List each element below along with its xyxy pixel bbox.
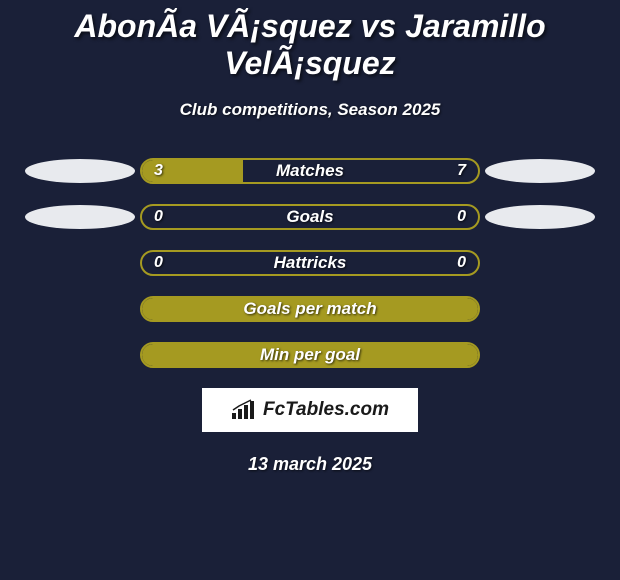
stat-label: Goals [142, 207, 478, 227]
comparison-row: Min per goal [0, 342, 620, 368]
stat-label: Hattricks [142, 253, 478, 273]
stat-bar: 00Goals [140, 204, 480, 230]
player-ellipse [485, 205, 595, 229]
logo-box: FcTables.com [202, 388, 418, 432]
stat-label: Min per goal [142, 345, 478, 365]
comparison-row: 00Goals [0, 204, 620, 230]
page-title: AbonÃ­a VÃ¡squez vs Jaramillo VelÃ¡squez [0, 0, 620, 82]
logo-text: FcTables.com [263, 399, 389, 421]
comparison-row: 00Hattricks [0, 250, 620, 276]
right-player-mark [480, 159, 600, 183]
left-player-mark [20, 159, 140, 183]
comparison-rows: 37Matches 00Goals 00Hattricks Goals per mat… [0, 158, 620, 368]
comparison-row: 37Matches [0, 158, 620, 184]
left-player-mark [20, 205, 140, 229]
player-ellipse [485, 159, 595, 183]
barchart-icon [231, 399, 257, 421]
page-subtitle: Club competitions, Season 2025 [0, 100, 620, 120]
player-ellipse [25, 159, 135, 183]
stat-bar: Goals per match [140, 296, 480, 322]
stat-bar: 00Hattricks [140, 250, 480, 276]
comparison-row: Goals per match [0, 296, 620, 322]
date-text: 13 march 2025 [0, 454, 620, 475]
right-player-mark [480, 205, 600, 229]
stat-label: Matches [142, 161, 478, 181]
stat-label: Goals per match [142, 299, 478, 319]
stat-bar: 37Matches [140, 158, 480, 184]
player-ellipse [25, 205, 135, 229]
stat-bar: Min per goal [140, 342, 480, 368]
